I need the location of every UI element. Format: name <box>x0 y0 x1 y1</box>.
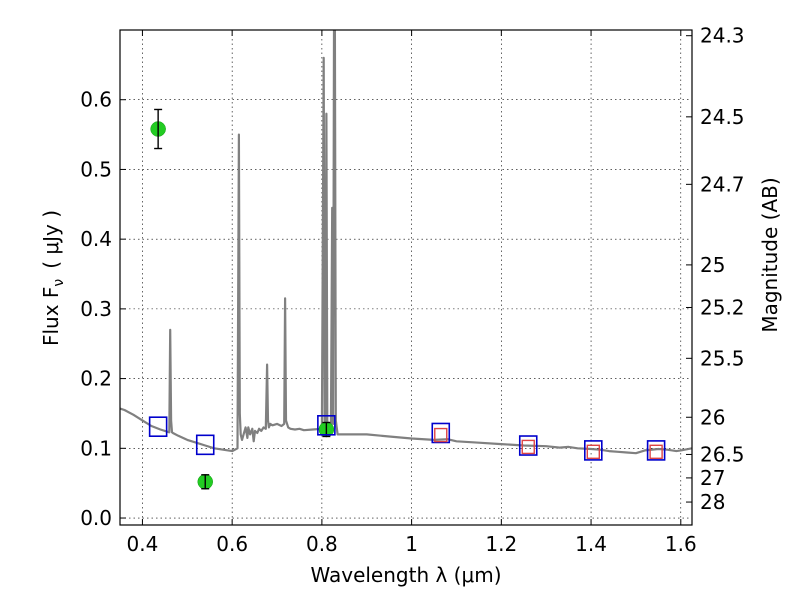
y-tick-label: 0.1 <box>80 436 112 460</box>
y-tick-label: 0.5 <box>80 157 112 181</box>
y-axis-title-unit: ( μJy ) <box>39 210 63 269</box>
spectrum-band-square <box>586 444 601 459</box>
mag-tick-label: 25 <box>700 253 725 277</box>
mag-tick-label: 24.7 <box>700 172 745 196</box>
x-tick-label: 0.8 <box>306 532 338 556</box>
y-axis-title: Flux Fν ( μJy ) <box>39 210 67 346</box>
mag-tick-label: 24.3 <box>700 24 745 48</box>
model-band-square <box>317 415 336 436</box>
model-band-square <box>148 416 168 437</box>
model-band-square <box>195 434 215 456</box>
mag-tick-label: 25.2 <box>700 295 745 319</box>
x-tick-label: 0.4 <box>127 532 159 556</box>
mag-tick-label: 27 <box>700 466 725 490</box>
spectrum-layer <box>120 30 692 455</box>
mag-tick-label: 26.5 <box>700 442 745 466</box>
model-band-square <box>518 435 538 456</box>
y-axis-title-main: Flux F <box>39 287 63 346</box>
svg-text:Flux Fν( μJy ): Flux Fν ( μJy ) <box>39 210 67 346</box>
x-tick-label: 1.2 <box>485 532 517 556</box>
x-tick-label: 1 <box>405 532 418 556</box>
mag-tick-label: 26 <box>700 405 725 429</box>
spectrum-band-square <box>521 439 535 455</box>
y-tick-label: 0.2 <box>80 367 112 391</box>
x-tick-label: 1.6 <box>665 532 697 556</box>
spectrum-line <box>120 30 692 455</box>
y-tick-label: 0.0 <box>80 506 112 530</box>
mag-tick-label: 28 <box>700 490 725 514</box>
markers-layer <box>148 108 666 490</box>
y2-axis-title: Magnitude (AB) <box>758 177 782 332</box>
spectrum-band-square <box>434 427 448 443</box>
y-axis-title-sub: ν <box>51 279 67 287</box>
y-tick-label: 0.6 <box>80 88 112 112</box>
model-band-square <box>584 440 603 461</box>
y-tick-label: 0.4 <box>80 227 112 251</box>
mag-tick-label: 24.5 <box>700 105 745 129</box>
y-tick-label: 0.3 <box>80 297 112 321</box>
x-axis-title: Wavelength λ (μm) <box>310 563 501 587</box>
axes-layer: 0.4 0.6 0.8 1 1.2 1.4 1.6 0.0 0.1 0.2 0.3 0.4 0.5 0.6… <box>80 24 744 556</box>
mag-tick-label: 25.5 <box>700 346 745 370</box>
model-band-square <box>646 440 666 461</box>
x-tick-label: 1.4 <box>575 532 607 556</box>
plot-frame <box>119 29 693 526</box>
spectrum-band-square <box>649 444 663 459</box>
x-tick-label: 0.6 <box>216 532 248 556</box>
model-band-square <box>431 422 451 444</box>
